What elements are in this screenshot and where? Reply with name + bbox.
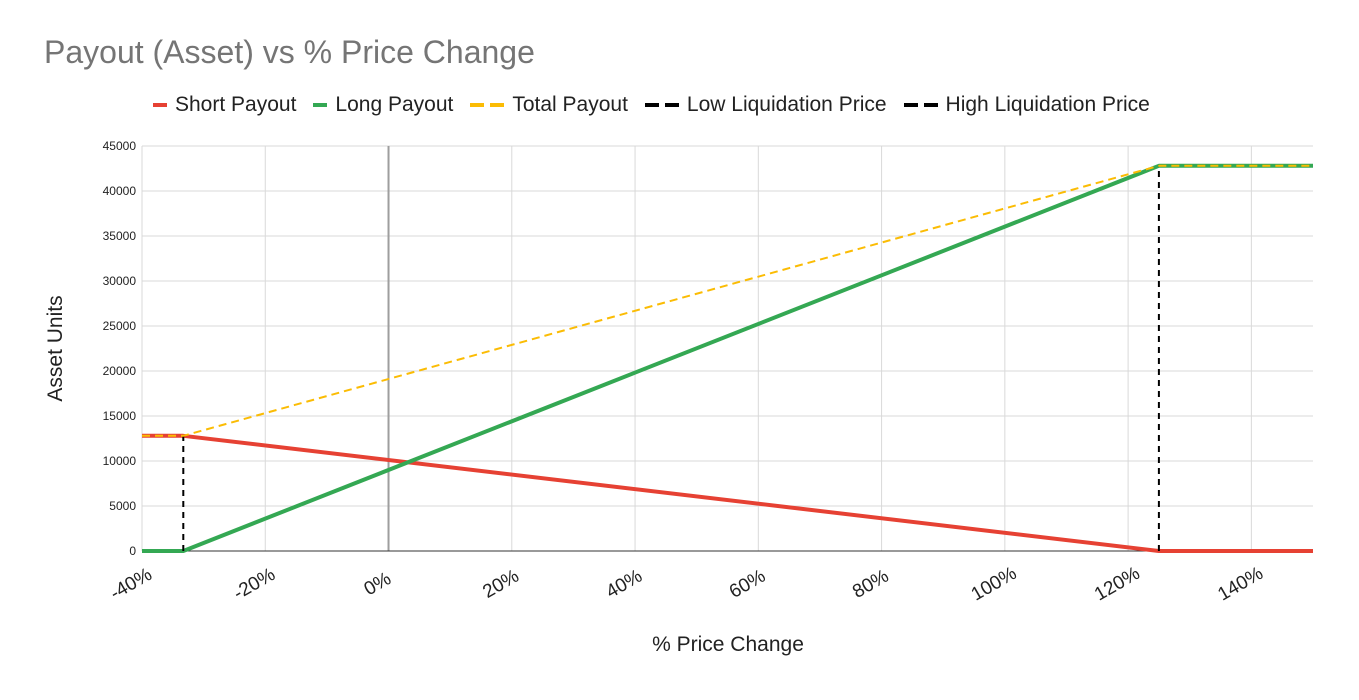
legend-swatch bbox=[644, 93, 680, 117]
y-tick-label: 20000 bbox=[103, 364, 137, 378]
x-tick-label: 60% bbox=[726, 566, 770, 603]
y-tick-label: 40000 bbox=[103, 184, 137, 198]
legend-item: Low Liquidation Price bbox=[644, 93, 887, 117]
y-axis-title: Asset Units bbox=[44, 295, 67, 401]
chart-legend: Short Payout Long Payout Total Payout Low L… bbox=[152, 93, 1166, 117]
legend-item: High Liquidation Price bbox=[903, 93, 1150, 117]
legend-item: Short Payout bbox=[152, 93, 296, 117]
legend-label: Long Payout bbox=[335, 93, 454, 116]
legend-label: Low Liquidation Price bbox=[686, 93, 887, 116]
y-tick-label: 45000 bbox=[103, 139, 137, 153]
y-tick-label: 5000 bbox=[109, 499, 136, 513]
legend-swatch bbox=[903, 93, 939, 117]
x-tick-label: -20% bbox=[230, 564, 279, 604]
x-tick-label: 20% bbox=[479, 566, 523, 603]
y-tick-label: 35000 bbox=[103, 229, 137, 243]
legend-label: High Liquidation Price bbox=[945, 93, 1150, 116]
chart-title: Payout (Asset) vs % Price Change bbox=[44, 34, 535, 70]
x-tick-label: 80% bbox=[849, 566, 893, 603]
x-axis-title: % Price Change bbox=[652, 633, 804, 656]
y-tick-label: 30000 bbox=[103, 274, 137, 288]
y-tick-label: 0 bbox=[129, 544, 136, 558]
x-tick-label: 40% bbox=[603, 566, 647, 603]
legend-item: Long Payout bbox=[312, 93, 453, 117]
legend-swatch bbox=[469, 93, 505, 117]
x-tick-label: 100% bbox=[968, 563, 1021, 606]
x-tick-label: -40% bbox=[107, 564, 156, 604]
x-tick-label: 120% bbox=[1091, 563, 1144, 606]
y-tick-label: 15000 bbox=[103, 409, 137, 423]
legend-item: Total Payout bbox=[469, 93, 628, 117]
series-line-short-payout bbox=[142, 433, 1313, 553]
series-line-long-payout bbox=[142, 163, 1313, 553]
legend-swatch bbox=[152, 93, 168, 117]
legend-label: Short Payout bbox=[175, 93, 297, 116]
y-tick-label: 25000 bbox=[103, 319, 137, 333]
series-line-total-payout bbox=[142, 164, 1313, 437]
y-tick-label: 10000 bbox=[103, 454, 137, 468]
x-tick-label: 0% bbox=[361, 568, 395, 600]
legend-label: Total Payout bbox=[512, 93, 628, 116]
x-tick-label: 140% bbox=[1214, 563, 1267, 606]
legend-swatch bbox=[312, 93, 328, 117]
